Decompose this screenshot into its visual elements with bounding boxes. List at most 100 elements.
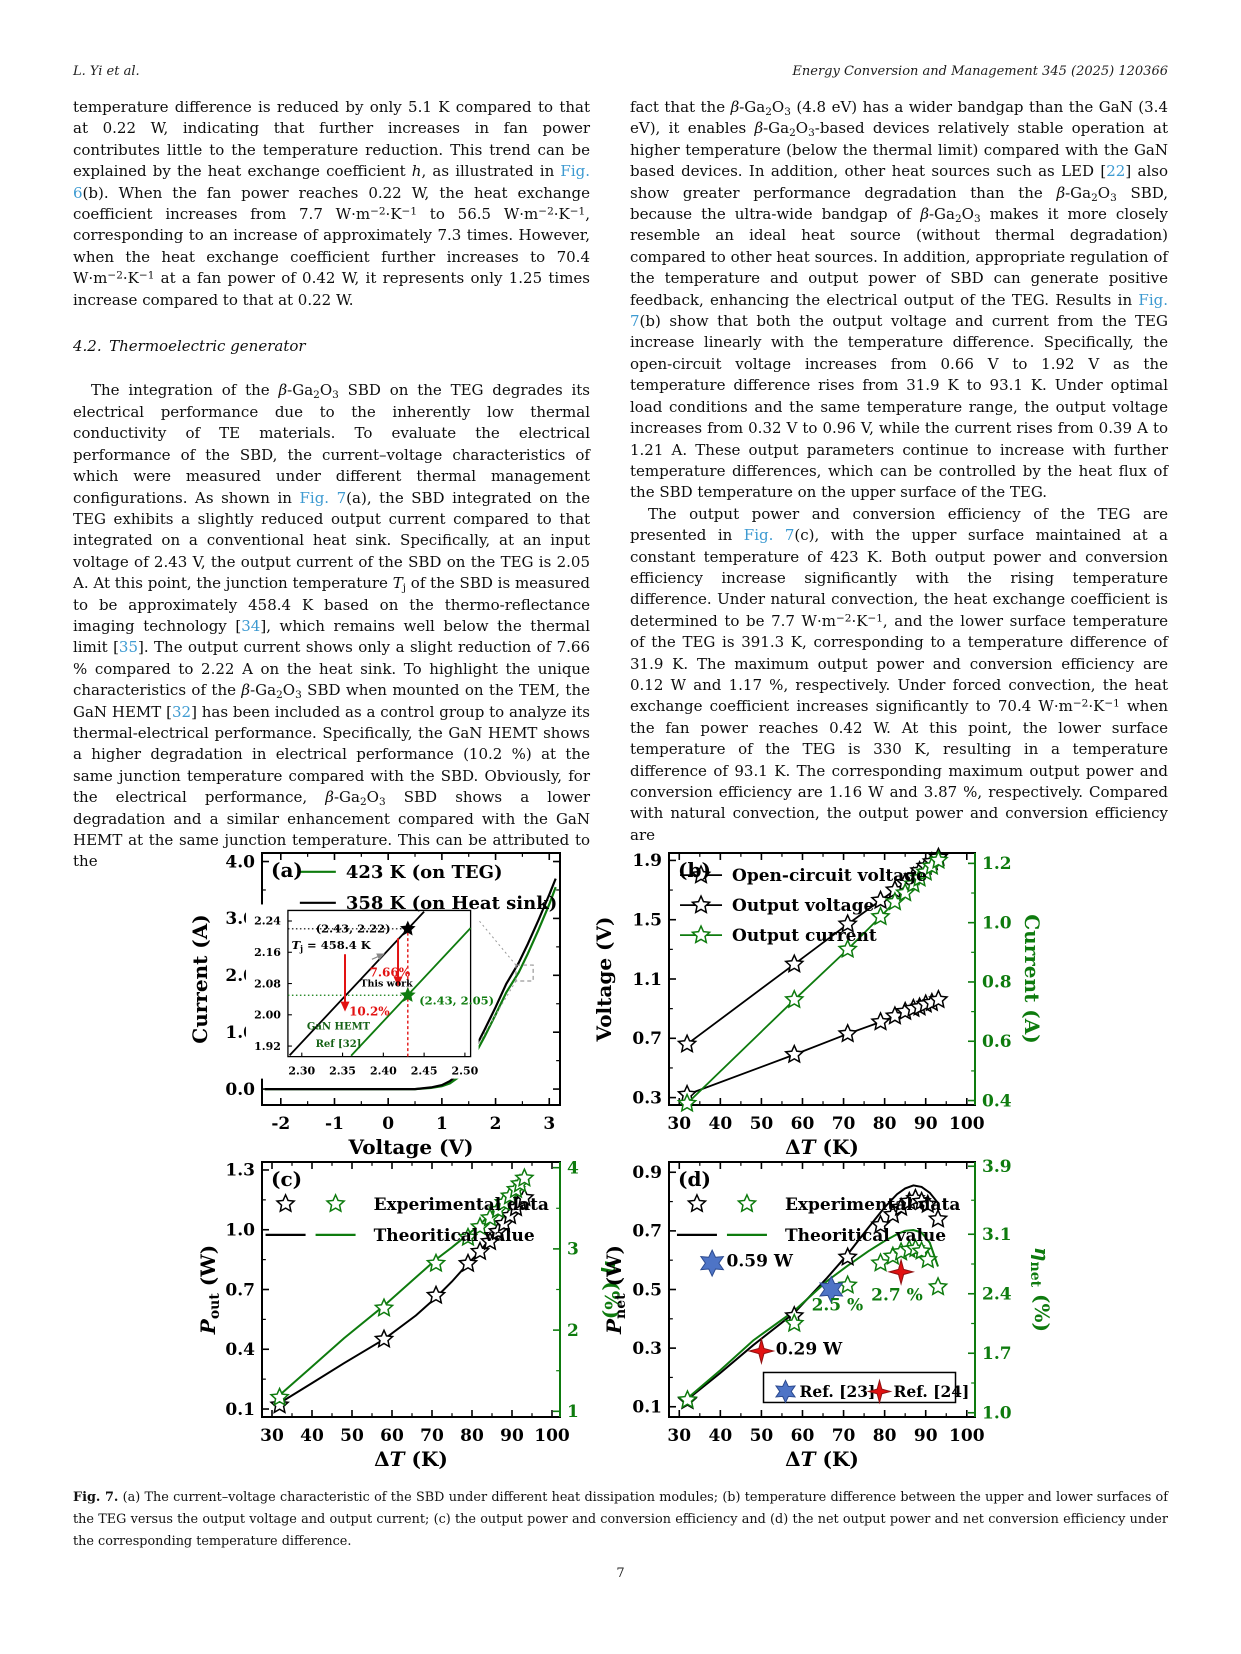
series bbox=[269, 1167, 535, 1414]
text-run: O bbox=[282, 681, 296, 700]
text-run: 3 bbox=[1110, 191, 1117, 204]
text-run: when the fan power reaches 0.42 W. At th… bbox=[630, 697, 1168, 844]
legend: Open-circuit voltage Output voltage Output… bbox=[680, 864, 927, 946]
star-marker bbox=[677, 1389, 698, 1409]
chart-c-svg: 30 40 50 60 70 80 90 100 0.1 0.4 0.7 1.0 1.3 1 2 3 4 ΔT (… bbox=[196, 1158, 624, 1471]
citation-link[interactable]: 32 bbox=[171, 702, 192, 721]
citation-link[interactable]: Fig. 7 bbox=[299, 488, 347, 507]
page-header: L. Yi et al. Energy Conversion and Manag… bbox=[73, 64, 1168, 79]
citation-link[interactable]: 22 bbox=[1106, 162, 1126, 181]
p-out-experimental-markers bbox=[269, 1187, 535, 1414]
text-run: −1 bbox=[867, 612, 883, 625]
text-run: -Ga bbox=[250, 681, 277, 700]
star-marker bbox=[690, 864, 712, 884]
chart-text: 70 bbox=[832, 1426, 856, 1446]
text-run: SBD on the TEG degrades its electrical p… bbox=[73, 381, 590, 507]
chart-text: Experimental data bbox=[374, 1195, 549, 1215]
chart-text: 1.0 bbox=[982, 913, 1012, 933]
chart-text: Voltage (V) bbox=[348, 1135, 474, 1159]
chart-text: 2.16 bbox=[254, 946, 281, 959]
chart-text: 1.0 bbox=[225, 1221, 255, 1241]
chart-text: 0.7 bbox=[632, 1222, 662, 1242]
chart-text: Experimental data bbox=[785, 1195, 960, 1215]
text-run: SBD shows a lower degradation and a simi… bbox=[73, 788, 591, 871]
chart-text: Theoritical value bbox=[374, 1226, 535, 1246]
star-marker bbox=[870, 905, 891, 926]
star-marker bbox=[870, 1252, 891, 1272]
text-run: 2 bbox=[954, 212, 962, 225]
star-marker bbox=[269, 1386, 290, 1407]
chart-text: 50 bbox=[750, 1426, 774, 1446]
star-marker bbox=[837, 913, 858, 933]
chart-text: ΔT (K) bbox=[374, 1447, 448, 1471]
chart-text: 2 bbox=[490, 1114, 502, 1134]
blue-star-marker bbox=[774, 1379, 797, 1404]
text-run: to 56.5 W·m bbox=[417, 205, 539, 224]
chart-text: 358 K (on Heat sink) bbox=[346, 893, 557, 914]
chart-text: This work bbox=[360, 979, 413, 990]
text-run: β bbox=[278, 381, 288, 400]
legend: Ref. [23] Ref. [24] bbox=[762, 1371, 969, 1405]
text-run: −2 bbox=[835, 612, 852, 625]
chart-b-svg: 30 40 50 60 70 80 90 100 0.3 0.7 1.1 1.5 1.9 0.4 0.6 0.… bbox=[592, 846, 1044, 1159]
text-run: -Ga bbox=[928, 205, 955, 224]
chart-text: 60 bbox=[380, 1426, 404, 1446]
annotations: 0.59 W 2.5 % 0.29 W 2.7 % bbox=[699, 1248, 923, 1365]
text-run: , and the lower surface temperature of t… bbox=[630, 611, 1168, 716]
star-marker bbox=[373, 1297, 395, 1317]
chart-text: 30 bbox=[260, 1426, 284, 1446]
text-run: 2 bbox=[313, 389, 320, 402]
text-run: 4.2. Thermoelectric generator bbox=[73, 337, 306, 356]
axes: 30 40 50 60 70 80 90 100 0.1 0.4 0.7 1.0 1.3 1 2 3 4 ΔT (… bbox=[196, 1158, 624, 1471]
chart-text: 2.08 bbox=[254, 977, 281, 990]
text-run: −2 bbox=[538, 205, 554, 218]
text-run: (c), with the upper surface maintained a… bbox=[630, 526, 1168, 630]
chart-text: 1.0 bbox=[982, 1404, 1012, 1424]
citation-link[interactable]: 34 bbox=[241, 616, 261, 635]
citation-link[interactable]: Fig. 6 bbox=[73, 162, 590, 202]
text-run: O bbox=[795, 119, 809, 138]
star-marker bbox=[917, 1193, 939, 1214]
chart-text: 1.3 bbox=[225, 1161, 255, 1181]
chart-text: 3.1 bbox=[982, 1225, 1012, 1245]
text-run: 2 bbox=[276, 689, 283, 702]
chart-b-voltage-current-vs-dt: 30 40 50 60 70 80 90 100 0.3 0.7 1.1 1.5 1.9 0.4 0.6 0.… bbox=[590, 840, 1090, 1174]
citation-link[interactable]: Fig. 7 bbox=[743, 526, 795, 545]
text-run: −2 bbox=[370, 205, 386, 218]
chart-text: ΔT (K) bbox=[785, 1135, 859, 1159]
star-marker bbox=[928, 849, 949, 870]
page-number: 7 bbox=[616, 1566, 625, 1581]
figure-caption: Fig. 7. (a) The current–voltage characte… bbox=[73, 1487, 1168, 1554]
text-run: h bbox=[411, 162, 422, 181]
star-marker bbox=[373, 1328, 395, 1349]
output-voltage-markers bbox=[676, 988, 949, 1104]
star-marker bbox=[928, 988, 949, 1009]
series bbox=[677, 1184, 949, 1410]
chart-text: 4.0 bbox=[225, 852, 255, 872]
star-marker bbox=[676, 1092, 698, 1113]
text-run: -Ga bbox=[763, 119, 790, 138]
star-marker bbox=[783, 953, 805, 973]
chart-text: 90 bbox=[914, 1426, 938, 1446]
text-run: temperature difference is reduced by onl… bbox=[73, 98, 590, 181]
text-run: β bbox=[730, 98, 740, 116]
chart-text: 0.59 W bbox=[727, 1252, 794, 1272]
citation-link[interactable]: Fig. 7 bbox=[630, 290, 1168, 331]
text-run: 2 bbox=[789, 127, 796, 140]
text-run: SBD when mounted on the TEM, the GaN HEM… bbox=[73, 681, 590, 721]
text-run: ·K bbox=[851, 611, 868, 630]
text-run: , corresponding to an increase of approx… bbox=[73, 205, 590, 288]
chart-text: 0.4 bbox=[982, 1091, 1012, 1111]
eta-net-experimental-markers bbox=[677, 1237, 949, 1409]
chart-text: 2.5 % bbox=[812, 1296, 864, 1316]
star-marker bbox=[783, 1043, 805, 1064]
text-run: SBD, because the ultra-wide bandgap of bbox=[630, 183, 1169, 224]
star-marker bbox=[275, 1193, 296, 1213]
text-run: −2 bbox=[1072, 697, 1089, 710]
chart-text: 1.92 bbox=[254, 1040, 281, 1053]
star-marker bbox=[837, 1274, 858, 1295]
annotations bbox=[470, 910, 534, 1057]
text-run: 2 bbox=[765, 105, 772, 118]
star-marker bbox=[917, 1248, 939, 1269]
citation-link[interactable]: 35 bbox=[118, 638, 139, 657]
